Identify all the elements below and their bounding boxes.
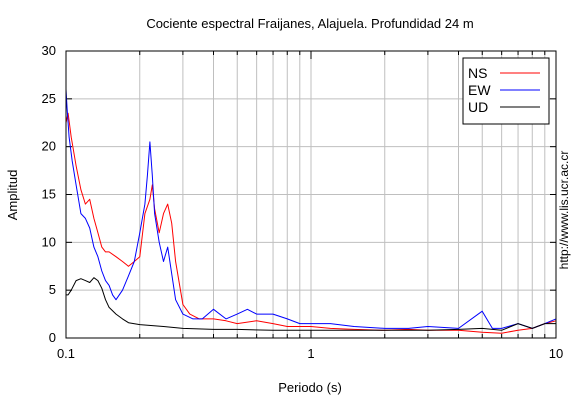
- legend-label-ew: EW: [468, 82, 491, 98]
- y-tick-label: 10: [42, 234, 56, 249]
- x-tick-label: 0.1: [57, 346, 75, 361]
- legend-box: [462, 57, 550, 125]
- legend-label-ns: NS: [468, 65, 487, 81]
- plot-frame: [65, 50, 557, 339]
- y-axis-label: Amplitud: [5, 170, 20, 221]
- series-lines: [65, 89, 557, 334]
- y-tick-label: 0: [49, 330, 56, 345]
- x-axis-label: Periodo (s): [278, 380, 342, 395]
- y-tick-label: 25: [42, 91, 56, 106]
- series-line-ud: [66, 277, 556, 331]
- x-tick-label: 1: [307, 346, 314, 361]
- axis-ticks: 0 5 10 15 20 25 30 0.1 1 10: [42, 43, 564, 361]
- series-line-ew: [65, 89, 557, 329]
- y-tick-label: 20: [42, 139, 56, 154]
- series-line-ns: [65, 112, 557, 334]
- chart-title: Cociente espectral Fraijanes, Alajuela. …: [146, 16, 473, 31]
- x-tick-label: 10: [549, 346, 563, 361]
- y-tick-label: 5: [49, 282, 56, 297]
- y-tick-label: 15: [42, 187, 56, 202]
- legend-label-ud: UD: [468, 99, 488, 115]
- y-tick-label: 30: [42, 43, 56, 58]
- watermark-url: http://www.lis.ucr.ac.cr: [557, 151, 571, 270]
